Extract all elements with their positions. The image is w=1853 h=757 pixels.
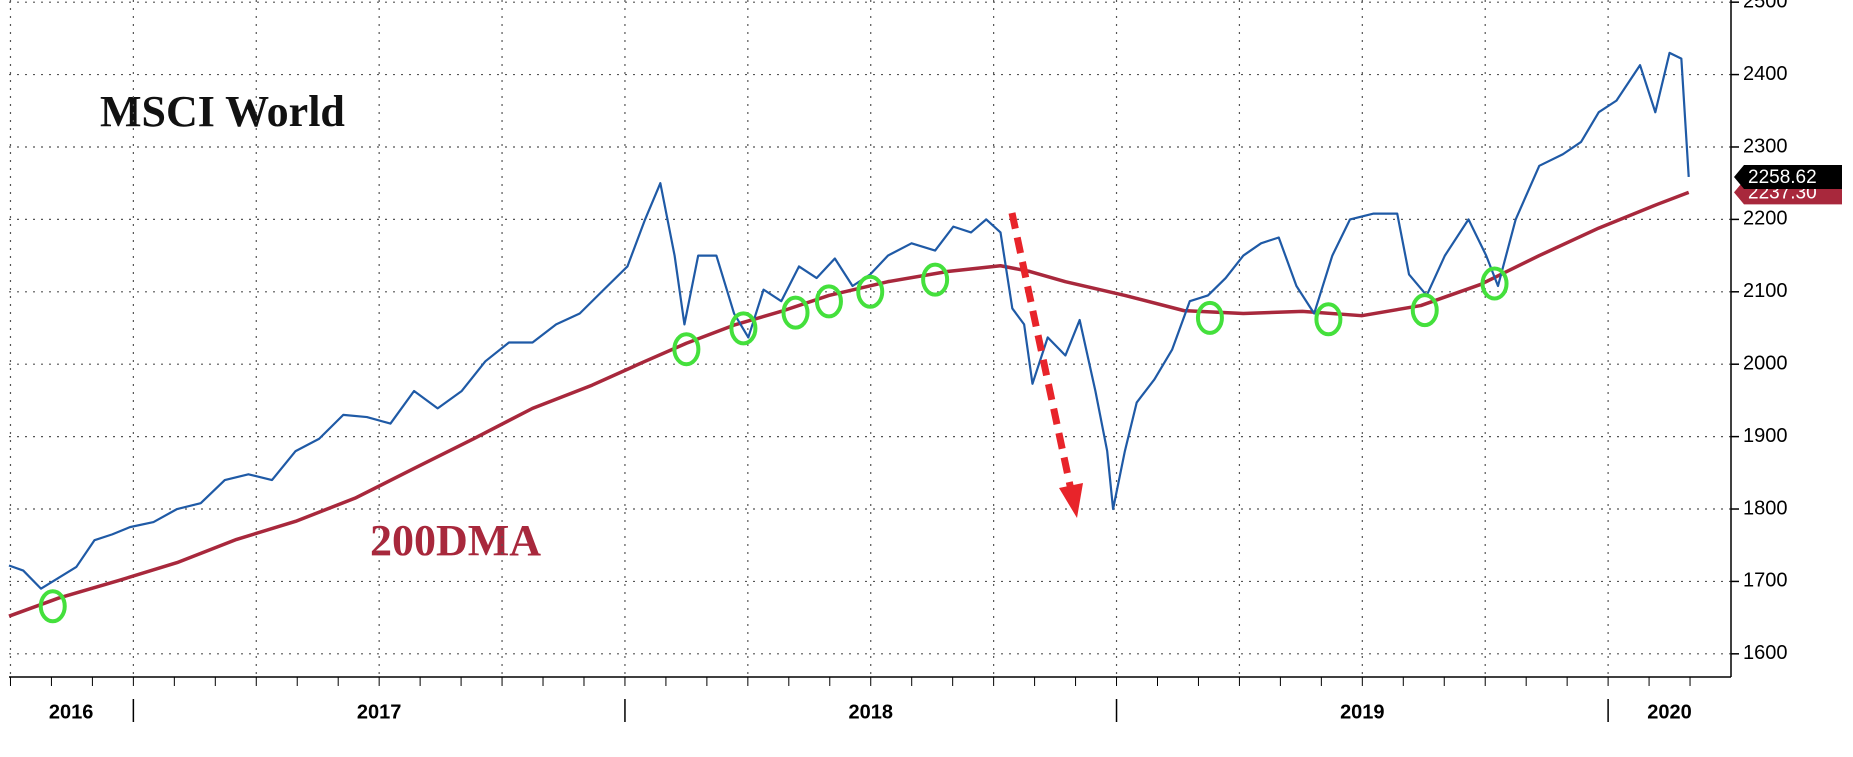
y-tick-label: 2500 — [1743, 0, 1788, 12]
highlight-circle — [856, 274, 885, 309]
highlight-circle — [1480, 266, 1509, 301]
y-tick-label: 2200 — [1743, 208, 1788, 230]
x-tick-label: 2016 — [49, 701, 94, 723]
y-tick-label: 2100 — [1743, 280, 1788, 302]
y-tick-label: 2000 — [1743, 352, 1788, 374]
highlight-circle — [1195, 300, 1224, 335]
chart-title: MSCI World — [100, 87, 345, 136]
highlight-circle — [1314, 302, 1343, 337]
x-tick-label: 2019 — [1340, 701, 1385, 723]
y-tick-label: 2300 — [1743, 135, 1788, 157]
annotation: 200DMA — [370, 516, 541, 565]
x-tick-label: 2018 — [848, 701, 893, 723]
x-tick-label: 2017 — [357, 701, 402, 723]
highlight-circle — [672, 332, 701, 367]
x-tick-label: 2020 — [1647, 701, 1692, 723]
plot-area: 2016 2017 2018 2019 2020 1600 1700 1800 1900 2000… — [8, 0, 1842, 723]
highlight-circle — [921, 262, 950, 297]
highlight-circle — [1410, 293, 1439, 328]
highlight-circle — [729, 311, 758, 346]
arrow-shaft — [1008, 212, 1075, 491]
highlight-circle — [781, 295, 810, 330]
price-line — [8, 51, 1690, 590]
y-tick-label: 1900 — [1743, 425, 1788, 447]
last-value-label: 2258.62 — [1748, 167, 1817, 188]
y-tick-label: 2400 — [1743, 63, 1788, 85]
highlight-circle — [38, 589, 67, 624]
last-value-box — [1734, 164, 1842, 189]
y-tick-label: 1600 — [1743, 642, 1788, 664]
y-tick-label: 1800 — [1743, 497, 1788, 519]
highlight-circle — [814, 284, 843, 319]
arrow-head — [1059, 483, 1083, 518]
y-tick-label: 1700 — [1743, 570, 1788, 592]
